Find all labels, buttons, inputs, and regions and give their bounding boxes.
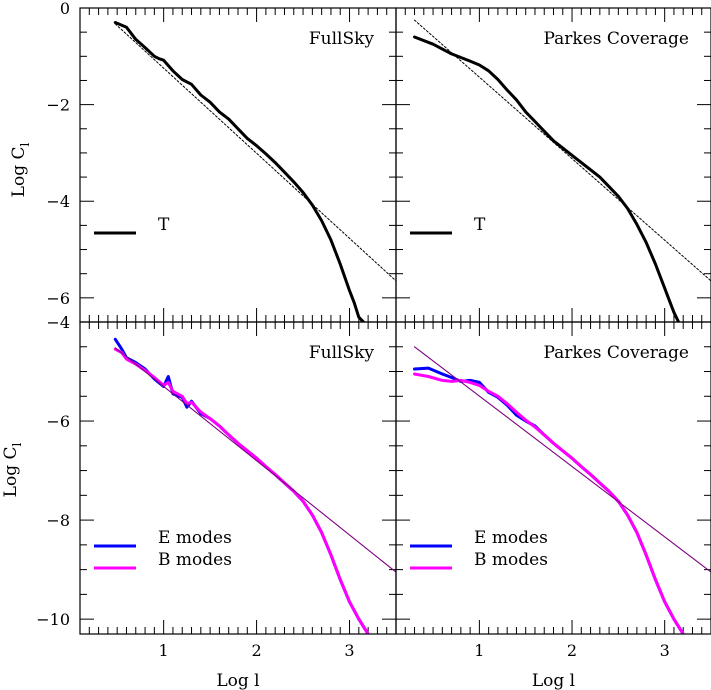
- y-tick-label: −4: [46, 313, 70, 332]
- y-tick-label: −6: [46, 412, 70, 431]
- legend-label: T: [158, 215, 170, 235]
- x-tick-label: 3: [660, 641, 670, 660]
- y-tick-label: 0: [60, 0, 70, 18]
- chart-panel-2: Parkes Coverage T: [395, 7, 711, 323]
- legend-label: B modes: [474, 550, 548, 570]
- y-axis-label-top: Log Cl: [9, 143, 32, 198]
- legend: T: [410, 215, 486, 235]
- panel-title: Parkes Coverage: [543, 29, 689, 49]
- power-law-fit-line: [114, 347, 396, 573]
- y-axis-label-bottom: Log Cl: [1, 443, 24, 498]
- x-tick-label: 2: [567, 641, 577, 660]
- series-line: [413, 35, 681, 322]
- plot-area: [413, 346, 711, 634]
- panel-frame: [395, 321, 711, 635]
- legend-label: E modes: [158, 528, 232, 548]
- x-axis-label: Log l: [216, 671, 259, 690]
- legend: T: [94, 215, 170, 235]
- panel-title: FullSky: [309, 343, 375, 363]
- y-tick-label: −10: [36, 610, 70, 629]
- series-line: [113, 21, 365, 322]
- legend-label: T: [474, 215, 486, 235]
- y-tick-label: −2: [46, 96, 70, 115]
- legend-label: E modes: [474, 528, 548, 548]
- plot-area: [413, 19, 711, 322]
- x-axis-label: Log l: [532, 671, 575, 690]
- power-law-fit-line: [413, 346, 711, 573]
- y-tick-label: −4: [46, 192, 70, 211]
- series-line: [413, 372, 685, 634]
- plot-area: [113, 337, 396, 634]
- series-line: [113, 347, 370, 634]
- legend-label: B modes: [158, 550, 232, 570]
- power-law-fit-line: [414, 19, 711, 282]
- panel-title: FullSky: [309, 29, 375, 49]
- y-tick-label: −6: [46, 289, 70, 308]
- y-tick-label: −8: [46, 511, 70, 530]
- panel-title: Parkes Coverage: [543, 343, 689, 363]
- x-tick-label: 2: [251, 641, 261, 660]
- x-tick-label: 1: [474, 641, 484, 660]
- plot-area: [113, 21, 396, 322]
- power-law-fit-line: [114, 23, 396, 282]
- x-tick-label: 3: [344, 641, 354, 660]
- x-tick-label: 1: [159, 641, 169, 660]
